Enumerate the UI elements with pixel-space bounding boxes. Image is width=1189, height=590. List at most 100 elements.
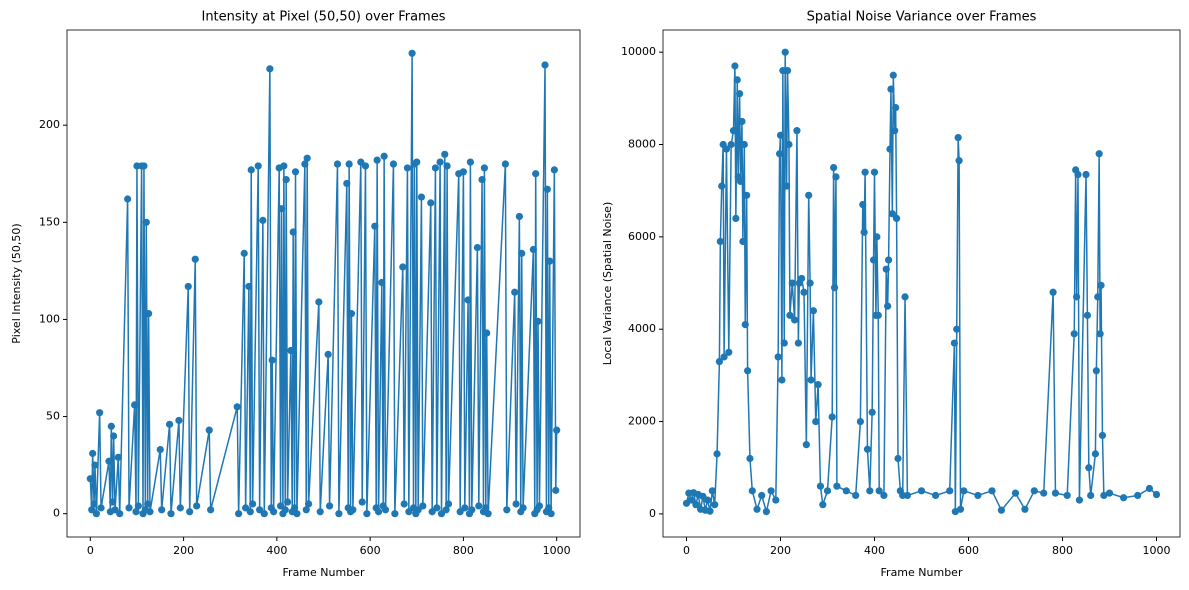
point bbox=[1082, 170, 1090, 179]
point bbox=[903, 491, 912, 500]
x-tick-label: 800 bbox=[1052, 544, 1073, 557]
point bbox=[146, 508, 154, 516]
series-line bbox=[89, 53, 558, 514]
point bbox=[887, 85, 895, 93]
point bbox=[158, 506, 166, 514]
point bbox=[110, 432, 118, 440]
point bbox=[744, 367, 752, 375]
point bbox=[859, 200, 867, 209]
point bbox=[954, 133, 962, 142]
point bbox=[1098, 431, 1107, 440]
y-axis-label: Pixel Intensity (50,50) bbox=[10, 223, 23, 343]
point bbox=[1134, 491, 1142, 500]
point bbox=[692, 501, 700, 509]
point bbox=[781, 48, 789, 56]
point bbox=[738, 117, 746, 126]
x-tick-label: 200 bbox=[770, 544, 791, 557]
point bbox=[86, 475, 94, 483]
point bbox=[441, 150, 449, 158]
point bbox=[245, 282, 253, 291]
point bbox=[304, 500, 313, 508]
point bbox=[543, 185, 551, 193]
point bbox=[783, 67, 792, 75]
point bbox=[290, 504, 299, 512]
point bbox=[116, 510, 124, 518]
point bbox=[741, 320, 749, 329]
point bbox=[268, 356, 276, 364]
point bbox=[303, 154, 311, 162]
point bbox=[518, 249, 526, 257]
point bbox=[235, 510, 243, 518]
point bbox=[193, 502, 201, 510]
point bbox=[109, 498, 117, 506]
point bbox=[733, 76, 741, 84]
x-tick-label: 0 bbox=[87, 544, 94, 557]
point bbox=[380, 152, 388, 160]
point bbox=[1120, 494, 1128, 502]
point bbox=[345, 160, 353, 168]
point bbox=[125, 504, 133, 512]
point bbox=[205, 426, 213, 434]
point bbox=[776, 131, 785, 139]
point bbox=[1087, 491, 1095, 500]
point bbox=[833, 482, 841, 490]
point bbox=[1105, 489, 1114, 497]
point bbox=[932, 491, 940, 500]
point bbox=[90, 500, 98, 508]
point bbox=[281, 506, 289, 514]
point bbox=[443, 162, 451, 170]
point bbox=[325, 502, 334, 510]
point bbox=[869, 256, 878, 264]
point bbox=[358, 498, 366, 506]
point bbox=[901, 293, 909, 301]
point bbox=[884, 302, 892, 310]
point bbox=[519, 504, 527, 512]
chart-title: Spatial Noise Variance over Frames bbox=[807, 10, 1037, 25]
x-tick-label: 600 bbox=[958, 544, 979, 557]
point bbox=[114, 453, 122, 461]
point bbox=[946, 487, 954, 495]
point bbox=[722, 145, 731, 153]
point bbox=[1092, 367, 1100, 375]
x-tick-label: 200 bbox=[173, 544, 194, 557]
point bbox=[374, 508, 383, 516]
point bbox=[740, 140, 748, 149]
point bbox=[732, 214, 740, 222]
point bbox=[475, 502, 483, 510]
point bbox=[892, 103, 900, 112]
point bbox=[794, 339, 802, 347]
point bbox=[191, 255, 199, 263]
point bbox=[427, 199, 435, 207]
point bbox=[886, 145, 894, 153]
point bbox=[889, 71, 897, 79]
point bbox=[186, 508, 194, 516]
point bbox=[706, 507, 714, 515]
plot-area bbox=[682, 48, 1161, 516]
point bbox=[347, 310, 356, 318]
point bbox=[534, 317, 542, 325]
point bbox=[720, 353, 728, 361]
point bbox=[400, 500, 408, 508]
point bbox=[743, 191, 751, 199]
y-tick-label: 2000 bbox=[628, 415, 656, 428]
point bbox=[391, 510, 399, 518]
point bbox=[748, 487, 756, 495]
point bbox=[142, 218, 150, 226]
point bbox=[758, 491, 766, 500]
point bbox=[1097, 281, 1105, 289]
point bbox=[753, 505, 761, 513]
point bbox=[793, 127, 801, 135]
point bbox=[515, 212, 523, 221]
y-tick-label: 150 bbox=[39, 215, 60, 228]
point bbox=[503, 506, 511, 514]
point bbox=[807, 376, 815, 384]
point bbox=[280, 162, 288, 170]
point bbox=[289, 228, 297, 236]
point bbox=[293, 510, 301, 518]
point bbox=[842, 487, 850, 495]
y-tick-label: 4000 bbox=[628, 322, 656, 335]
point bbox=[547, 510, 555, 518]
point bbox=[501, 160, 509, 168]
point bbox=[315, 298, 323, 306]
point bbox=[282, 175, 290, 184]
